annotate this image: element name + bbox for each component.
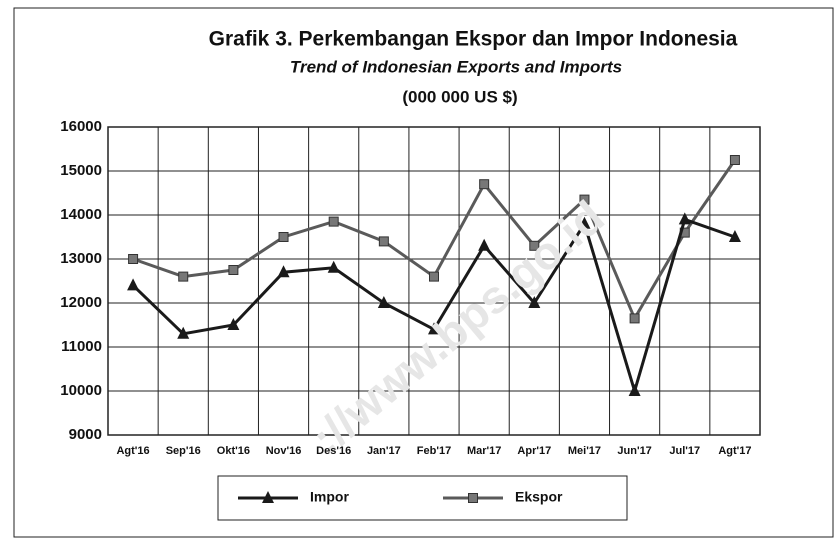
y-tick-label: 13000 [60,250,102,267]
y-tick-label: 15000 [60,162,102,179]
x-tick-label: Jun'17 [617,445,651,457]
point [177,326,190,339]
x-tick-label: Okt'16 [217,445,250,457]
point [529,240,540,251]
point [479,179,490,190]
point [629,313,640,324]
x-tick-label: Jan'17 [367,445,401,457]
point [678,212,691,225]
x-tick-label: Mar'17 [467,445,501,457]
y-tick-label: 9000 [69,426,102,443]
legend-label: Ekspor [515,489,563,505]
point [578,216,591,229]
point [327,260,340,273]
point [377,296,390,308]
y-tick-label: 16000 [60,118,102,135]
point [328,216,339,227]
point [528,296,541,308]
point [728,230,741,242]
x-tick-label: Agt'16 [116,445,149,457]
point [227,318,240,330]
unit-label: (000 000 US $) [402,87,517,106]
y-tick-label: 11000 [61,338,102,355]
point [579,194,590,205]
point [278,232,289,242]
point [729,155,740,165]
chart-subtitle: Trend of Indonesian Exports and Imports [290,57,622,76]
point [429,271,439,282]
point [228,265,239,275]
y-tick-label: 10000 [60,382,102,399]
x-tick-label: Jul'17 [669,445,700,457]
x-tick-label: Des'16 [316,445,351,457]
x-tick-label: Agt'17 [718,445,751,457]
x-tick-label: Mei'17 [568,445,601,457]
x-tick-label: Apr'17 [517,445,551,457]
point [428,322,440,335]
point [378,236,389,247]
point [478,238,491,251]
point [628,384,641,396]
point [128,254,139,264]
point [178,271,189,282]
point [127,278,140,291]
x-tick-label: Feb'17 [417,445,451,457]
y-tick-label: 12000 [60,294,102,311]
legend-label: Impor [310,489,349,505]
chart-title: Grafik 3. Perkembangan Ekspor dan Impor … [209,28,738,51]
point [277,265,290,278]
y-tick-label: 14000 [60,206,102,223]
x-tick-label: Nov'16 [266,445,302,457]
legend-marker [468,493,478,503]
x-tick-label: Sep'16 [166,445,201,457]
legend-marker [262,491,274,503]
